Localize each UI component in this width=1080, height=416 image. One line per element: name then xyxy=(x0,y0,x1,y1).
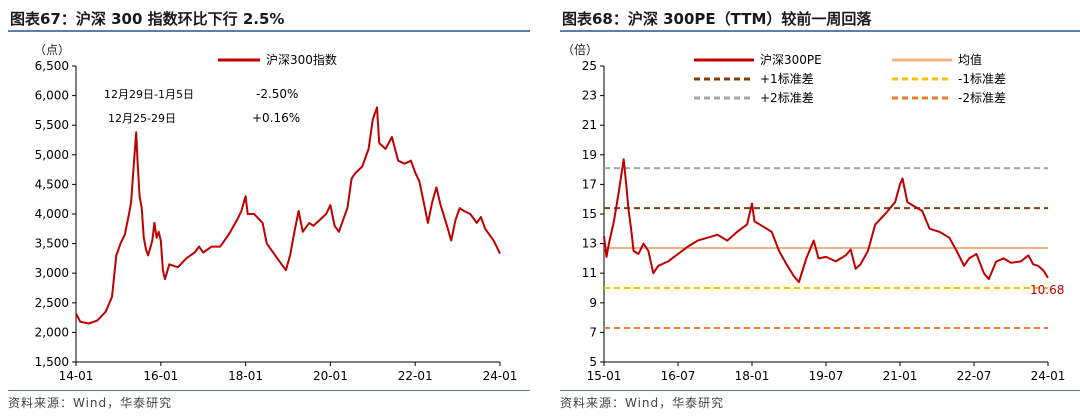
annotation-change: -2.50% xyxy=(256,87,298,101)
source-note: 资料来源：Wind，华泰研究 xyxy=(560,396,725,410)
series-line xyxy=(603,158,1049,284)
x-tick-label: 14-01 xyxy=(59,369,94,383)
y-tick-label: 6,500 xyxy=(35,59,69,73)
legend-label: +1标准差 xyxy=(760,72,814,86)
y-tick-label: 5 xyxy=(589,355,597,369)
legend-label: 沪深300指数 xyxy=(266,52,337,67)
y-tick-label: 2,000 xyxy=(35,325,69,339)
y-tick-label: 6,000 xyxy=(35,89,69,103)
y-axis-unit-label: （倍） xyxy=(562,42,598,57)
y-tick-label: 2,500 xyxy=(35,296,69,310)
x-tick-label: 18-01 xyxy=(228,369,263,383)
x-tick-label: 19-07 xyxy=(809,369,844,383)
y-tick-label: 13 xyxy=(582,237,597,251)
source-note: 资料来源：Wind，华泰研究 xyxy=(8,396,173,410)
chart-title-bar: 图表68：沪深 300PE（TTM）较前一周回落 xyxy=(560,6,1080,32)
y-tick-label: 5,500 xyxy=(35,118,69,132)
chart-title: 图表67：沪深 300 指数环比下行 2.5% xyxy=(10,10,285,28)
x-tick-label: 18-01 xyxy=(735,369,770,383)
y-tick-label: 5,000 xyxy=(35,148,69,162)
source-divider xyxy=(560,390,1080,391)
last-value-label: 10.68 xyxy=(1030,283,1064,297)
x-tick-label: 21-01 xyxy=(883,369,918,383)
y-tick-label: 9 xyxy=(589,296,597,310)
y-tick-label: 4,500 xyxy=(35,177,69,191)
series-line xyxy=(75,106,501,325)
y-tick-label: 1,500 xyxy=(35,355,69,369)
legend-label: 沪深300PE xyxy=(760,53,822,67)
x-tick-label: 15-01 xyxy=(587,369,622,383)
legend-label: +2标准差 xyxy=(760,91,814,105)
chart-title: 图表68：沪深 300PE（TTM）较前一周回落 xyxy=(562,10,872,28)
y-tick-label: 3,500 xyxy=(35,237,69,251)
legend-label: -1标准差 xyxy=(958,72,1006,86)
x-tick-label: 24-01 xyxy=(1031,369,1066,383)
index-line-chart: （点） 1,500 2,000 2,500 3,000 3,500 4,000 4,500 5,… xyxy=(34,43,518,383)
x-tick-label: 20-01 xyxy=(313,369,348,383)
legend-label: -2标准差 xyxy=(958,91,1006,105)
source-divider xyxy=(8,390,530,391)
y-tick-label: 17 xyxy=(582,177,597,191)
chart-panel-index: 图表67：沪深 300 指数环比下行 2.5% （点） 1,500 2,000 2,5… xyxy=(0,0,530,416)
y-tick-label: 15 xyxy=(582,207,597,221)
x-tick-label: 24-01 xyxy=(483,369,518,383)
y-tick-label: 11 xyxy=(582,266,597,280)
x-tick-label: 22-01 xyxy=(398,369,433,383)
annotation-period: 12月29日-1月5日 xyxy=(104,88,194,101)
x-tick-label: 22-07 xyxy=(957,369,992,383)
y-axis-unit-label: （点） xyxy=(34,43,70,57)
y-tick-label: 19 xyxy=(582,148,597,162)
y-tick-label: 25 xyxy=(582,59,597,73)
legend-label: 均值 xyxy=(958,52,982,67)
y-tick-label: 7 xyxy=(589,325,597,339)
annotation-period: 12月25-29日 xyxy=(108,112,176,125)
chart-panel-pe: 图表68：沪深 300PE（TTM）较前一周回落 （倍） 5 7 9 11 13 15 17 1… xyxy=(552,0,1080,416)
annotation-change: +0.16% xyxy=(252,111,300,125)
pe-line-chart: （倍） 5 7 9 11 13 15 17 19 21 23 25 15-01 16-07 18-01 19-… xyxy=(562,42,1066,383)
x-tick-label: 16-07 xyxy=(661,369,696,383)
y-tick-label: 23 xyxy=(582,89,597,103)
y-tick-label: 21 xyxy=(582,118,597,132)
chart-title-bar: 图表67：沪深 300 指数环比下行 2.5% xyxy=(8,6,530,32)
x-tick-label: 16-01 xyxy=(143,369,178,383)
y-tick-label: 4,000 xyxy=(35,207,69,221)
y-tick-label: 3,000 xyxy=(35,266,69,280)
